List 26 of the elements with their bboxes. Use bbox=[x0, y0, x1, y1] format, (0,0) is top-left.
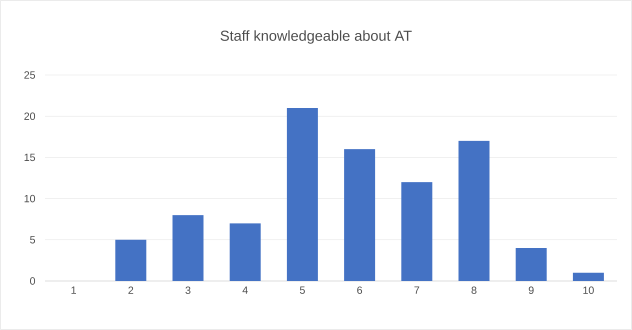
bar bbox=[115, 240, 146, 281]
x-tick-label: 9 bbox=[528, 286, 534, 294]
bar bbox=[286, 108, 318, 281]
bar bbox=[516, 248, 547, 281]
x-tick-label: 3 bbox=[185, 286, 190, 294]
bar bbox=[572, 272, 604, 281]
y-tick-label: 5 bbox=[30, 236, 36, 244]
bar bbox=[230, 223, 261, 281]
bar bbox=[172, 215, 204, 281]
x-tick-label: 10 bbox=[583, 286, 594, 294]
bar bbox=[401, 182, 432, 281]
x-tick-label: 4 bbox=[242, 286, 248, 294]
x-tick-label: 6 bbox=[357, 286, 362, 294]
x-tick-label: 7 bbox=[414, 286, 420, 294]
x-tick-label: 5 bbox=[300, 286, 305, 294]
y-tick-label: 0 bbox=[30, 277, 36, 285]
bar bbox=[458, 140, 490, 281]
x-tick-label: 8 bbox=[472, 286, 476, 294]
bar bbox=[344, 149, 376, 281]
y-tick-label: 25 bbox=[24, 71, 36, 79]
x-tick-label: 2 bbox=[128, 286, 134, 294]
chart-title: Staff knowledgeable about AT bbox=[220, 30, 412, 44]
y-tick-label: 20 bbox=[24, 112, 36, 120]
x-tick-label: 1 bbox=[71, 286, 76, 294]
y-tick-label: 10 bbox=[24, 194, 36, 202]
y-tick-label: 15 bbox=[24, 154, 36, 162]
